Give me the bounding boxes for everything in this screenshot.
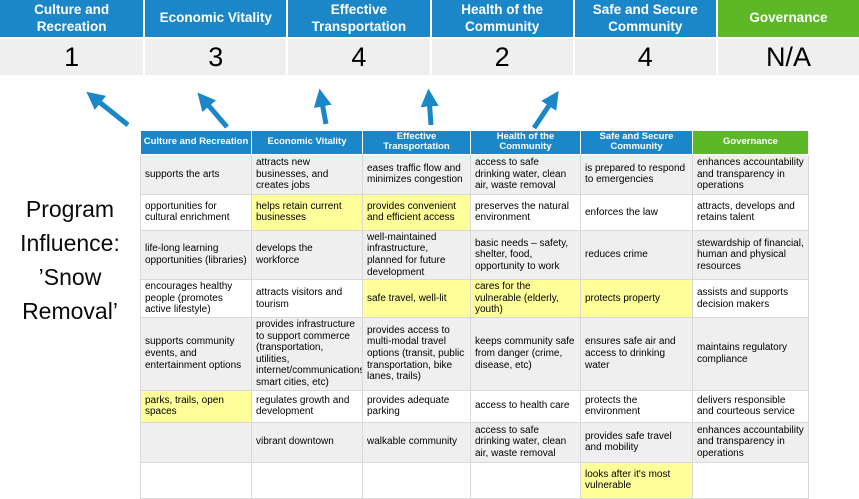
matrix-cell: cares for the vulnerable (elderly, youth…: [470, 279, 581, 319]
matrix-cell: access to safe drinking water, clean air…: [470, 421, 581, 463]
matrix-cell: ensures safe air and access to drinking …: [580, 317, 693, 391]
summary-score-cell: 1: [0, 37, 144, 75]
matrix-cell: encourages healthy people (promotes acti…: [140, 279, 252, 319]
matrix-cell: protects the environment: [580, 389, 693, 423]
program-influence-line: ’Snow: [38, 264, 102, 290]
up-arrow: [531, 90, 559, 130]
matrix-cell: stewardship of financial, human and phys…: [692, 229, 809, 281]
matrix-header-cell: Economic Vitality: [251, 130, 363, 155]
matrix-cell: life-long learning opportunities (librar…: [140, 229, 252, 281]
arrows: [86, 88, 559, 130]
matrix-cell: [362, 461, 471, 499]
matrix-cell: [251, 461, 363, 499]
matrix-cell: opportunities for cultural enrichment: [140, 193, 252, 231]
program-influence-line: Influence:: [20, 230, 120, 256]
summary-score-cell: 2: [429, 37, 573, 75]
matrix-cell: vibrant downtown: [251, 421, 363, 463]
summary-table: Culture and Recreation 1 Economic Vitality…: [0, 0, 859, 75]
summary-score-cell: 4: [286, 37, 430, 75]
program-influence-line: Removal’: [22, 298, 118, 324]
matrix-cell: delivers responsible and courteous servi…: [692, 389, 809, 423]
summary-header-cell: Culture and Recreation: [0, 0, 144, 37]
summary-header-cell: Safe and Secure Community: [572, 0, 716, 37]
matrix-row: encourages healthy people (promotes acti…: [140, 279, 809, 319]
matrix-header-cell: Governance: [692, 130, 809, 155]
summary-header-cell: Health of the Community: [429, 0, 573, 37]
program-influence-line: Program: [25, 196, 115, 222]
matrix-header-cell: Effective Transportation: [362, 130, 471, 155]
matrix-cell: walkable community: [362, 421, 471, 463]
matrix-header-cell: Culture and Recreation: [140, 130, 252, 155]
summary-score-cell: 3: [143, 37, 287, 75]
matrix-cell: [692, 461, 809, 499]
matrix-header-cell: Safe and Secure Community: [580, 130, 693, 155]
matrix-row: supports the arts attracts new businesses…: [140, 153, 809, 195]
matrix-cell: regulates growth and development: [251, 389, 363, 423]
matrix-cell: provides infrastructure to support comme…: [251, 317, 363, 391]
matrix-cell: looks after it's most vulnerable: [580, 461, 693, 499]
matrix-cell: attracts visitors and tourism: [251, 279, 363, 319]
matrix-cell: provides convenient and efficient access: [362, 193, 471, 231]
matrix-cell: provides access to multi-modal travel op…: [362, 317, 471, 391]
matrix-cell: assists and supports decision makers: [692, 279, 809, 319]
matrix-cell: reduces crime: [580, 229, 693, 281]
matrix-row: vibrant downtown walkable community access…: [140, 421, 809, 463]
program-influence-label: Program Influence: ’Snow Removal’: [0, 192, 140, 328]
matrix-row: parks, trails, open spaces regulates grow…: [140, 389, 809, 423]
matrix-cell: [140, 421, 252, 463]
summary-column: Economic Vitality 3: [143, 0, 287, 75]
matrix-cell: enhances accountability and transparency…: [692, 421, 809, 463]
matrix-row: life-long learning opportunities (librar…: [140, 229, 809, 281]
summary-header-cell: Effective Transportation: [286, 0, 430, 37]
summary-column: Health of the Community 2: [429, 0, 573, 75]
matrix-row: supports community events, and entertain…: [140, 317, 809, 391]
summary-header-cell: Governance: [715, 0, 859, 37]
summary-header-cell: Economic Vitality: [143, 0, 287, 37]
summary-column: Safe and Secure Community 4: [572, 0, 716, 75]
matrix-cell: protects property: [580, 279, 693, 319]
matrix-cell: attracts, develops and retains talent: [692, 193, 809, 231]
up-arrow: [197, 92, 229, 129]
matrix-cell: parks, trails, open spaces: [140, 389, 252, 423]
matrix-cell: provides adequate parking: [362, 389, 471, 423]
matrix-cell: attracts new businesses, and creates job…: [251, 153, 363, 195]
summary-column: Culture and Recreation 1: [0, 0, 144, 75]
matrix-cell: maintains regulatory compliance: [692, 317, 809, 391]
matrix-cell: supports community events, and entertain…: [140, 317, 252, 391]
summary-score-cell: N/A: [715, 37, 859, 75]
up-arrow: [420, 88, 439, 126]
matrix-cell: develops the workforce: [251, 229, 363, 281]
matrix-cell: helps retain current businesses: [251, 193, 363, 231]
matrix-body: supports the arts attracts new businesses…: [140, 153, 809, 499]
matrix-cell: supports the arts: [140, 153, 252, 195]
summary-column: Effective Transportation 4: [286, 0, 430, 75]
matrix-cell: safe travel, well-lit: [362, 279, 471, 319]
matrix-header-row: Culture and Recreation Economic Vitality E…: [140, 130, 809, 155]
program-influence-matrix: Culture and Recreation Economic Vitality E…: [140, 130, 809, 499]
matrix-cell: [140, 461, 252, 499]
matrix-cell: access to health care: [470, 389, 581, 423]
matrix-cell: is prepared to respond to emergencies: [580, 153, 693, 195]
matrix-cell: provides safe travel and mobility: [580, 421, 693, 463]
matrix-cell: keeps community safe from danger (crime,…: [470, 317, 581, 391]
matrix-header-cell: Health of the Community: [470, 130, 581, 155]
matrix-cell: basic needs – safety, shelter, food, opp…: [470, 229, 581, 281]
matrix-row: looks after it's most vulnerable: [140, 461, 809, 499]
matrix-row: opportunities for cultural enrichment hel…: [140, 193, 809, 231]
matrix-cell: access to safe drinking water, clean air…: [470, 153, 581, 195]
matrix-cell: preserves the natural environment: [470, 193, 581, 231]
up-arrow: [313, 88, 332, 125]
matrix-cell: enhances accountability and transparency…: [692, 153, 809, 195]
matrix-cell: well-maintained infrastructure, planned …: [362, 229, 471, 281]
summary-score-cell: 4: [572, 37, 716, 75]
matrix-cell: eases traffic flow and minimizes congest…: [362, 153, 471, 195]
up-arrow: [86, 91, 130, 127]
matrix-cell: [470, 461, 581, 499]
summary-column: Governance N/A: [715, 0, 859, 75]
matrix-cell: enforces the law: [580, 193, 693, 231]
